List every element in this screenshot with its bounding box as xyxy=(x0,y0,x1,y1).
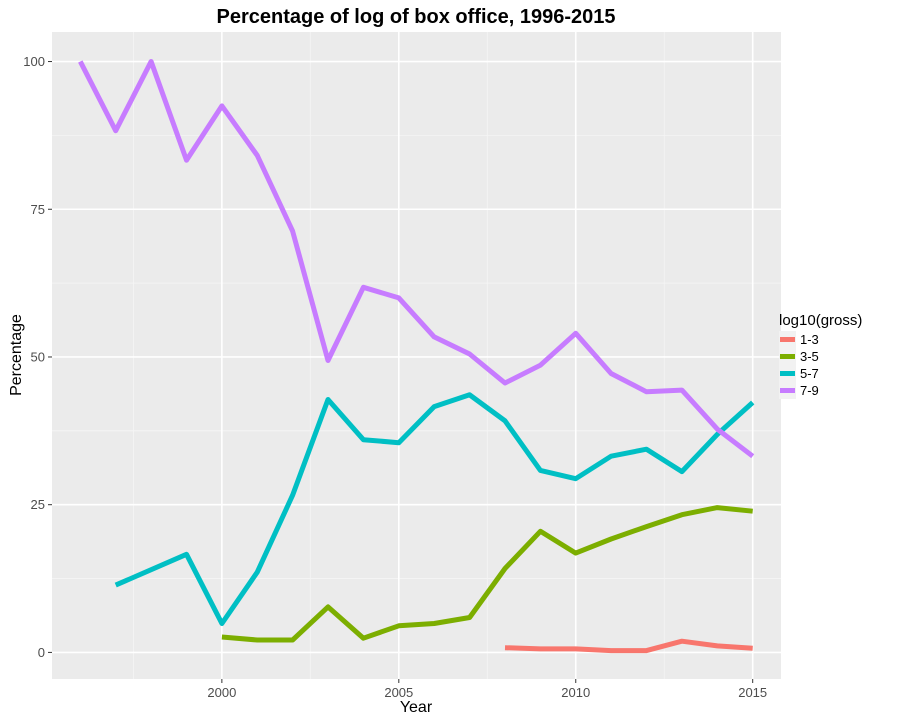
y-axis-title: Percentage xyxy=(8,314,25,396)
plot-panel xyxy=(52,32,781,679)
legend-label-5-7: 5-7 xyxy=(800,366,819,381)
major-gridlines xyxy=(52,32,781,679)
legend-label-3-5: 3-5 xyxy=(800,349,819,364)
series-line-1-3 xyxy=(504,638,753,654)
y-axis-ticks: 0 25 50 75 100 xyxy=(23,54,52,660)
y-tick-label: 50 xyxy=(31,349,45,364)
x-tick-label: 2000 xyxy=(207,685,236,700)
y-tick-label: 75 xyxy=(31,202,45,217)
legend-label-7-9: 7-9 xyxy=(800,383,819,398)
x-axis-title: Year xyxy=(400,699,433,716)
minor-gridlines xyxy=(52,32,781,679)
series-line-3-5 xyxy=(221,505,753,643)
legend-title: log10(gross) xyxy=(779,312,862,329)
x-tick-label: 2015 xyxy=(738,685,767,700)
series-line-7-9 xyxy=(78,59,755,459)
x-tick-label: 2005 xyxy=(384,685,413,700)
legend: log10(gross) 1-3 3-5 5-7 7-9 xyxy=(779,312,862,399)
series-line-5-7 xyxy=(114,392,755,626)
legend-items: 1-3 3-5 5-7 7-9 xyxy=(779,331,819,399)
legend-label-1-3: 1-3 xyxy=(800,332,819,347)
y-tick-label: 100 xyxy=(23,54,45,69)
series-lines xyxy=(78,59,755,654)
x-tick-label: 2010 xyxy=(561,685,590,700)
chart-title: Percentage of log of box office, 1996-20… xyxy=(216,6,615,28)
y-tick-label: 0 xyxy=(38,645,45,660)
x-axis-ticks: 2000 2005 2010 2015 xyxy=(207,679,767,700)
y-tick-label: 25 xyxy=(31,497,45,512)
